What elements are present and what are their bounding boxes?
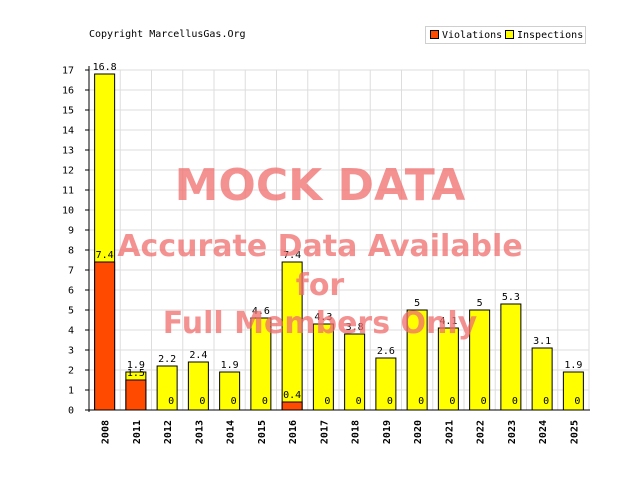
- violations-value-label: 0: [168, 396, 174, 407]
- legend: Violations Inspections: [425, 26, 586, 44]
- inspections-bar: [500, 303, 522, 411]
- violations-value-label: 0: [574, 396, 580, 407]
- inspections-value-label: 3.1: [533, 336, 551, 347]
- x-tick-label: 2016: [288, 420, 299, 444]
- x-tick-label: 2017: [319, 420, 330, 444]
- inspections-value-label: 1.9: [127, 360, 145, 371]
- inspections-bar: [344, 333, 366, 411]
- y-tick-label: 10: [62, 206, 74, 217]
- inspections-value-label: 5: [477, 298, 483, 309]
- y-tick-label: 17: [62, 66, 74, 77]
- inspections-value-label: 4.1: [439, 316, 457, 327]
- y-tick-label: 13: [62, 146, 74, 157]
- inspections-value-label: 1.9: [564, 360, 582, 371]
- violations-bar: [125, 379, 147, 411]
- x-tick-label: 2014: [226, 420, 237, 444]
- y-tick-label: 2: [68, 366, 74, 377]
- y-tick-label: 16: [62, 86, 74, 97]
- x-tick-label: 2022: [476, 420, 487, 444]
- violations-value-label: 0: [387, 396, 393, 407]
- inspections-value-label: 16.8: [93, 62, 117, 73]
- watermark-line-2: Accurate Data Available: [117, 229, 523, 264]
- y-tick-label: 15: [62, 106, 74, 117]
- violations-value-label: 0: [231, 396, 237, 407]
- x-tick-label: 2021: [444, 420, 455, 444]
- violations-bar: [94, 261, 116, 411]
- inspections-bar: [312, 323, 334, 411]
- watermark-line-4: Full Members Only: [162, 306, 478, 341]
- inspections-bar: [469, 309, 491, 411]
- inspections-value-label: 3.8: [346, 322, 364, 333]
- legend-swatch-violations: [430, 29, 439, 39]
- inspections-bar: [406, 309, 428, 411]
- violations-value-label: 0: [324, 396, 330, 407]
- violations-bar: [281, 401, 303, 411]
- inspections-value-label: 2.4: [189, 350, 207, 361]
- x-tick-label: 2008: [101, 420, 112, 444]
- y-tick-label: 1: [68, 386, 74, 397]
- inspections-bar: [156, 365, 178, 411]
- violations-value-label: 0: [512, 396, 518, 407]
- legend-label-violations: Violations: [442, 30, 503, 41]
- x-tick-label: 2025: [569, 420, 580, 444]
- legend-label-inspections: Inspections: [517, 30, 584, 41]
- y-tick-label: 4: [68, 326, 74, 337]
- inspections-value-label: 2.2: [158, 354, 176, 365]
- copyright-text: Copyright MarcellusGas.Org: [89, 29, 246, 40]
- violations-value-label: 0: [199, 396, 205, 407]
- inspections-value-label: 4.3: [314, 312, 332, 323]
- x-tick-label: 2024: [538, 420, 549, 444]
- y-tick-label: 6: [68, 286, 74, 297]
- x-tick-label: 2023: [507, 420, 518, 444]
- y-tick-label: 0: [68, 406, 74, 417]
- y-tick-label: 7: [68, 266, 74, 277]
- inspections-bar: [187, 361, 209, 411]
- inspections-value-label: 1.9: [221, 360, 239, 371]
- y-tick-label: 11: [62, 186, 74, 197]
- inspections-bar: [219, 371, 241, 411]
- inspections-bar: [375, 357, 397, 411]
- inspections-bar: [531, 347, 553, 411]
- violations-value-label: 0: [449, 396, 455, 407]
- violations-value-label: 0.4: [283, 390, 301, 401]
- x-tick-label: 2018: [351, 420, 362, 444]
- y-tick-label: 3: [68, 346, 74, 357]
- inspections-value-label: 5.3: [502, 292, 520, 303]
- legend-item-inspections: Inspections: [505, 29, 584, 42]
- y-tick-label: 8: [68, 246, 74, 257]
- inspections-value-label: 4.6: [252, 306, 270, 317]
- legend-item-violations: Violations: [430, 29, 503, 42]
- inspections-value-label: 7.4: [283, 250, 301, 261]
- x-tick-label: 2020: [413, 420, 424, 444]
- violations-value-label: 0: [481, 396, 487, 407]
- violations-value-label: 0: [418, 396, 424, 407]
- watermark-line-1: MOCK DATA: [174, 160, 466, 211]
- y-tick-label: 5: [68, 306, 74, 317]
- violations-value-label: 0: [543, 396, 549, 407]
- legend-swatch-inspections: [505, 29, 514, 39]
- y-tick-label: 14: [62, 126, 74, 137]
- violations-value-label: 0: [262, 396, 268, 407]
- x-tick-label: 2012: [163, 420, 174, 444]
- watermark-line-3: for: [295, 268, 345, 303]
- violations-value-label: 1.5: [127, 368, 145, 379]
- inspections-bar: [250, 317, 272, 411]
- inspections-bar: [437, 327, 459, 411]
- inspections-value-label: 2.6: [377, 346, 395, 357]
- y-tick-label: 12: [62, 166, 74, 177]
- x-tick-label: 2013: [194, 420, 205, 444]
- inspections-value-label: 5: [414, 298, 420, 309]
- y-tick-label: 9: [68, 226, 74, 237]
- violations-value-label: 7.4: [96, 250, 114, 261]
- x-tick-label: 2019: [382, 420, 393, 444]
- x-tick-label: 2015: [257, 420, 268, 444]
- violations-value-label: 0: [356, 396, 362, 407]
- inspections-bar: [562, 371, 584, 411]
- x-tick-label: 2011: [132, 420, 143, 444]
